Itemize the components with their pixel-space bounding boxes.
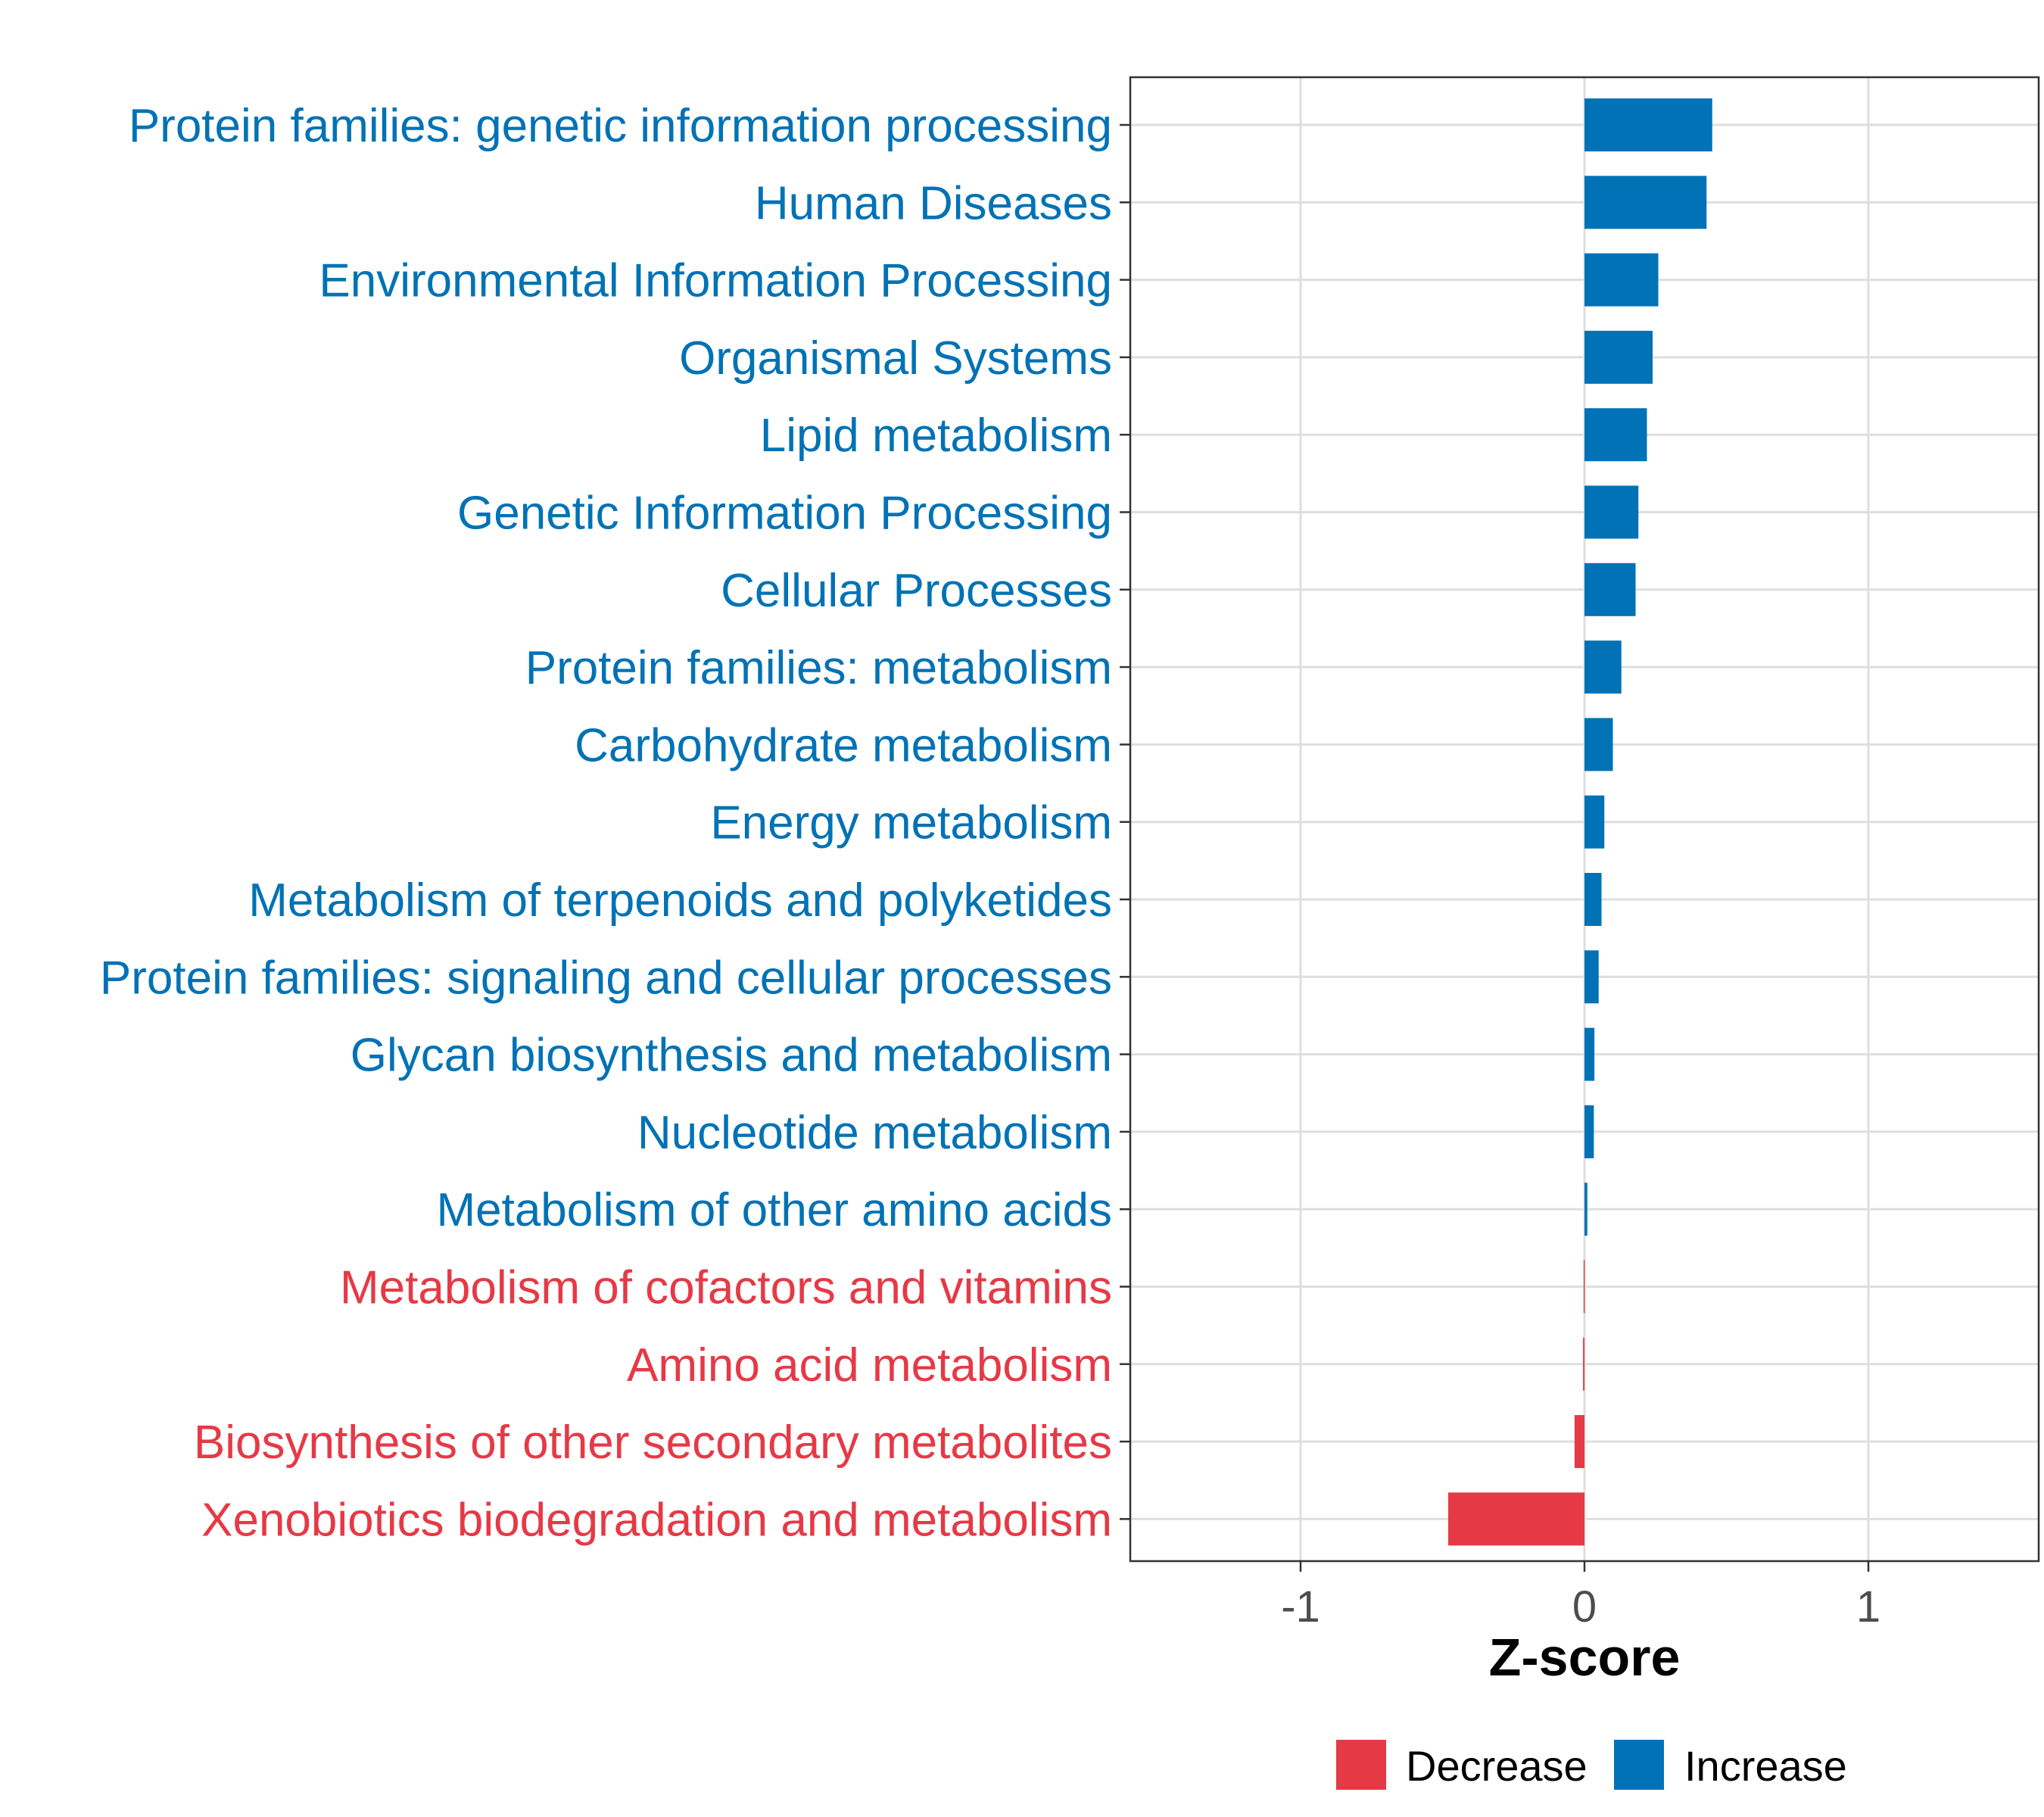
category-label: Protein families: genetic information pr… [129, 100, 1112, 152]
bar [1584, 563, 1636, 616]
bar [1584, 640, 1622, 694]
category-labels: Protein families: genetic information pr… [100, 100, 1112, 1546]
ticks [1120, 123, 1870, 1572]
bars [1448, 98, 1712, 1546]
category-label: Biosynthesis of other secondary metaboli… [194, 1417, 1112, 1469]
category-label: Metabolism of cofactors and vitamins [340, 1262, 1112, 1314]
bar [1584, 98, 1712, 151]
legend-label-increase: Increase [1684, 1742, 1847, 1790]
bar [1584, 1027, 1595, 1081]
category-label: Energy metabolism [710, 797, 1112, 849]
x-tick-label: 1 [1856, 1582, 1880, 1632]
category-label: Carbohydrate metabolism [575, 719, 1112, 771]
category-label: Organismal Systems [679, 332, 1112, 385]
category-label: Amino acid metabolism [627, 1339, 1112, 1392]
bar [1584, 1105, 1594, 1158]
bar [1584, 330, 1653, 384]
bar [1448, 1492, 1584, 1546]
x-axis-title: Z-score [1489, 1628, 1681, 1687]
x-tick-label: -1 [1281, 1582, 1320, 1632]
category-label: Genetic Information Processing [457, 488, 1112, 540]
legend-swatch-decrease [1336, 1740, 1386, 1790]
category-label: Metabolism of terpenoids and polyketides [248, 874, 1112, 927]
bar [1584, 408, 1647, 462]
x-tick-labels: -1 0 1 [1281, 1582, 1880, 1632]
bar [1583, 1260, 1585, 1314]
bar [1574, 1415, 1584, 1469]
bar [1584, 176, 1707, 229]
category-label: Protein families: signaling and cellular… [100, 952, 1112, 1004]
category-label: Xenobiotics biodegradation and metabolis… [201, 1494, 1112, 1546]
category-label: Metabolism of other amino acids [436, 1184, 1112, 1236]
legend-swatch-increase [1614, 1740, 1664, 1790]
bar [1584, 950, 1599, 1004]
category-label: Cellular Processes [721, 565, 1112, 617]
bar [1584, 795, 1605, 849]
legend-label-decrease: Decrease [1406, 1742, 1588, 1790]
bar [1584, 718, 1613, 771]
bar [1584, 253, 1659, 307]
category-label: Lipid metabolism [760, 410, 1112, 462]
bar [1584, 1183, 1588, 1236]
category-label: Nucleotide metabolism [637, 1107, 1112, 1159]
bar [1584, 873, 1602, 926]
bar [1584, 485, 1639, 539]
category-label: Human Diseases [755, 177, 1112, 229]
x-tick-label: 0 [1572, 1582, 1597, 1632]
category-label: Protein families: metabolism [525, 642, 1112, 694]
legend: Decrease Increase [1336, 1740, 1847, 1790]
category-label: Environmental Information Processing [319, 255, 1112, 307]
category-label: Glycan biosynthesis and metabolism [351, 1030, 1112, 1082]
bar [1583, 1337, 1584, 1391]
